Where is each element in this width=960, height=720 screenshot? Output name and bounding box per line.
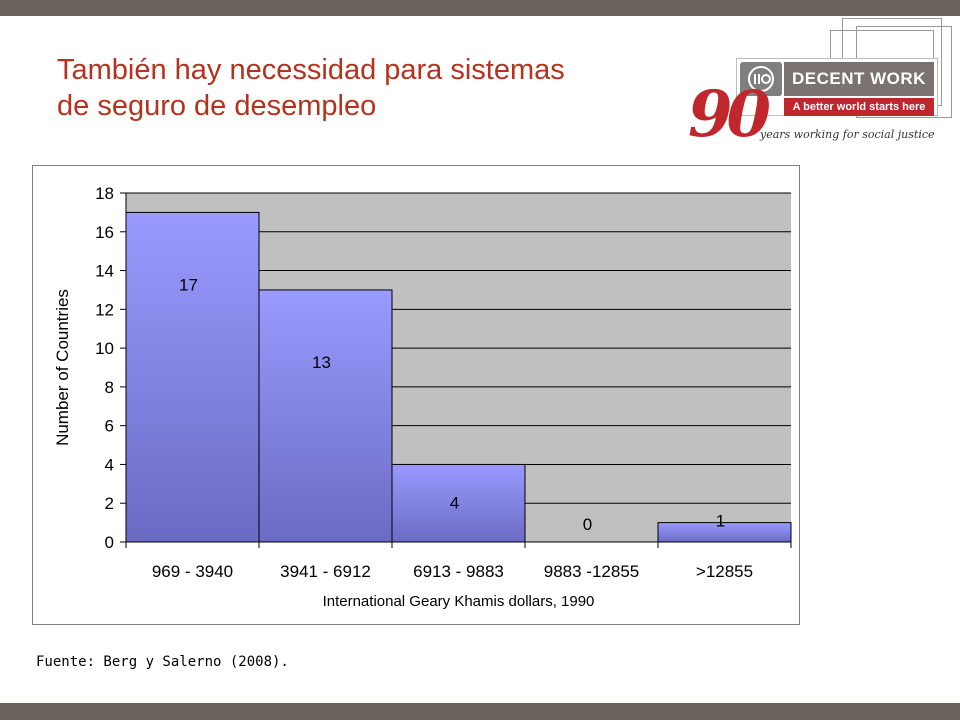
x-tick-label: 969 - 3940: [152, 562, 233, 581]
y-tick-label: 6: [105, 417, 114, 436]
source-note: Fuente: Berg y Salerno (2008).: [36, 654, 289, 670]
y-tick-label: 8: [105, 378, 114, 397]
logo-tagline: A better world starts here: [784, 98, 934, 116]
x-tick-label: 9883 -12855: [544, 562, 639, 581]
data-label: 0: [583, 515, 592, 534]
y-tick-label: 12: [95, 300, 114, 319]
bottom-band: [0, 703, 960, 720]
y-axis-label: Number of Countries: [53, 289, 72, 446]
bars: [125, 211, 792, 543]
data-label: 4: [450, 493, 459, 512]
data-label: 1: [716, 512, 725, 531]
logo-anniversary: 90: [688, 77, 771, 152]
ilo-emblem-icon: [740, 62, 782, 96]
bar: [391, 463, 526, 543]
x-tick-label: 6913 - 9883: [413, 562, 504, 581]
y-tick-label: 10: [95, 339, 114, 358]
y-tick-label: 0: [105, 533, 114, 552]
y-tick-labels: 0 2 4 6 8 10 12 14 16 18: [95, 184, 114, 552]
slide-title-line-1: También hay necessidad para sistemas: [57, 54, 565, 86]
data-labels: 17 13 4 0 1: [179, 275, 725, 534]
x-axis-label: International Geary Khamis dollars, 1990: [323, 593, 595, 610]
bar: [258, 289, 393, 543]
y-tick-label: 2: [105, 494, 114, 513]
bar: [125, 211, 260, 543]
x-tick-labels: 969 - 3940 3941 - 6912 6913 - 9883 9883 -12…: [152, 562, 753, 581]
y-tick-label: 14: [95, 262, 114, 281]
x-tick-label: 3941 - 6912: [280, 562, 371, 581]
data-label: 17: [179, 275, 198, 294]
y-tick-label: 4: [105, 455, 114, 474]
x-tick-label: >12855: [696, 562, 753, 581]
axes: [120, 192, 792, 548]
data-label: 13: [312, 353, 331, 372]
top-band: [0, 0, 960, 16]
y-tick-label: 16: [95, 223, 114, 242]
logo-label: DECENT WORK: [784, 62, 934, 96]
y-tick-label: 18: [95, 184, 114, 203]
decent-work-logo: DECENT WORK A better world starts here 9…: [680, 16, 960, 156]
logo-subtitle: years working for social justice: [760, 128, 935, 141]
slide-title: También hay necessidad para sistemas de …: [57, 52, 657, 124]
slide-title-line-2: de seguro de desempleo: [57, 90, 377, 122]
